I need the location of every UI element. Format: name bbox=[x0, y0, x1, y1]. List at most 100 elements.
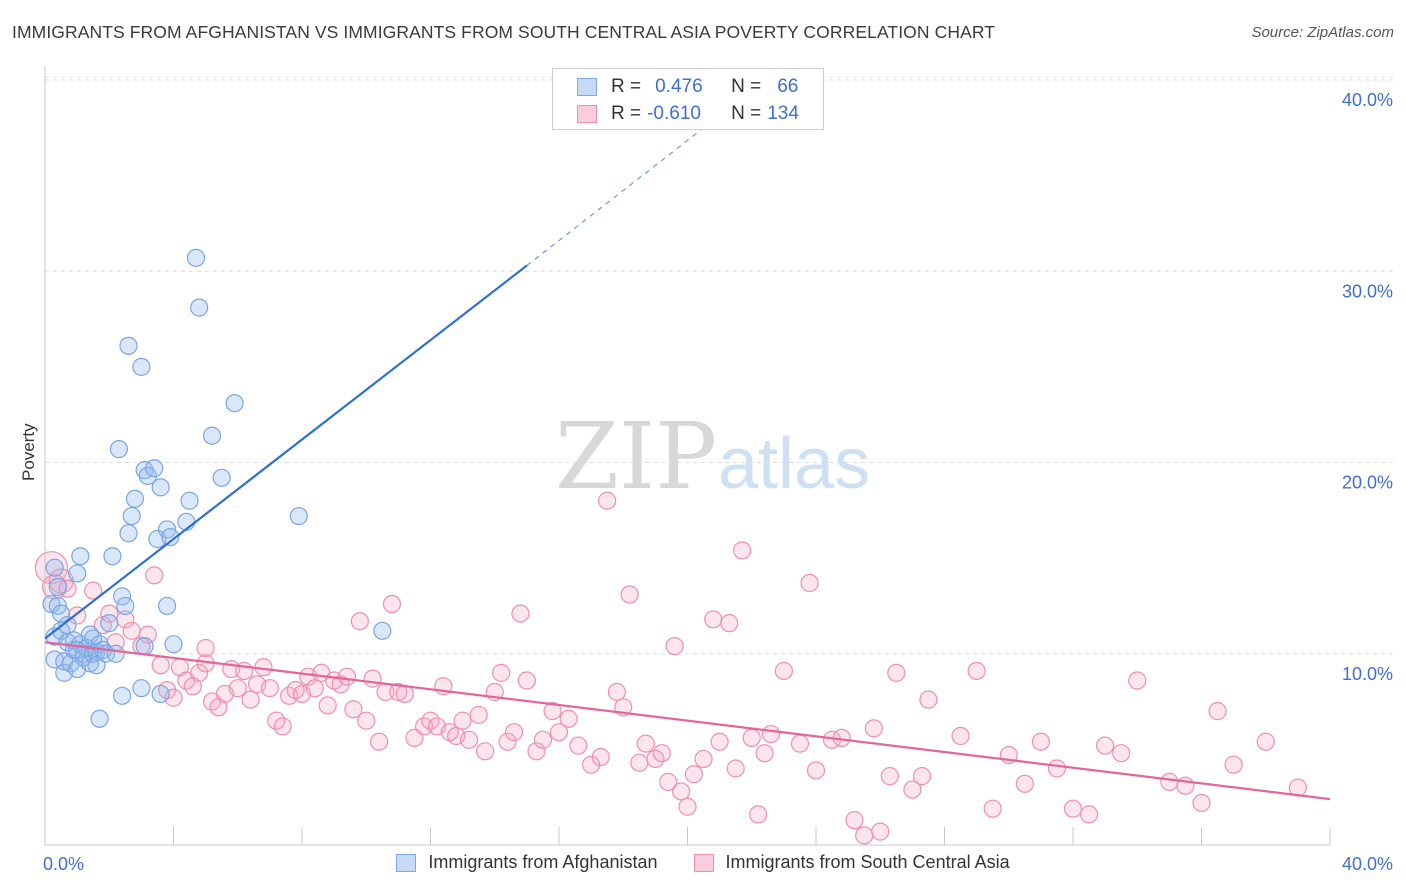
legend-row-afghanistan: R = 0.476 N = 66 bbox=[577, 75, 798, 99]
data-point-south-central-asia bbox=[967, 661, 986, 681]
data-point-afghanistan bbox=[68, 640, 87, 660]
data-point-afghanistan bbox=[116, 596, 135, 616]
data-point-south-central-asia bbox=[1128, 671, 1147, 690]
data-point-south-central-asia bbox=[305, 679, 324, 698]
data-point-south-central-asia bbox=[453, 711, 472, 730]
data-point-south-central-asia bbox=[84, 581, 103, 600]
data-point-south-central-asia bbox=[190, 663, 209, 682]
data-point-afghanistan bbox=[71, 547, 90, 566]
data-point-south-central-asia bbox=[344, 700, 363, 719]
data-point-south-central-asia bbox=[880, 767, 899, 786]
data-point-south-central-asia bbox=[569, 736, 588, 755]
data-point-afghanistan bbox=[51, 604, 71, 623]
data-point-afghanistan bbox=[112, 587, 132, 606]
watermark-atlas: atlas bbox=[718, 424, 870, 504]
data-point-south-central-asia bbox=[151, 656, 170, 675]
legend-swatch-pink bbox=[693, 853, 714, 872]
x-tick-label: 0.0% bbox=[43, 854, 84, 874]
data-point-south-central-asia bbox=[855, 826, 874, 845]
data-point-south-central-asia bbox=[504, 723, 524, 742]
data-point-south-central-asia bbox=[620, 585, 639, 604]
data-point-south-central-asia bbox=[761, 724, 781, 744]
data-point-south-central-asia bbox=[652, 744, 671, 763]
data-point-afghanistan bbox=[202, 426, 222, 445]
trend-line-afghanistan-extension bbox=[526, 102, 737, 266]
data-point-afghanistan bbox=[151, 478, 170, 497]
x-tick-label: 40.0% bbox=[1342, 854, 1393, 874]
data-point-afghanistan bbox=[289, 506, 308, 526]
trend-line-south-central-asia bbox=[44, 641, 1331, 801]
y-axis-label: Poverty bbox=[19, 423, 38, 481]
data-point-afghanistan bbox=[42, 594, 61, 614]
data-point-afghanistan bbox=[68, 564, 87, 583]
data-point-south-central-asia bbox=[145, 566, 164, 585]
legend-item-south-central-asia: Immigrants from South Central Asia bbox=[693, 852, 1010, 873]
data-point-south-central-asia bbox=[903, 780, 922, 799]
data-point-afghanistan bbox=[180, 491, 199, 510]
data-point-afghanistan bbox=[119, 336, 138, 355]
data-point-afghanistan bbox=[135, 636, 154, 656]
data-point-south-central-asia bbox=[363, 669, 382, 688]
data-point-south-central-asia bbox=[260, 679, 279, 698]
data-point-south-central-asia bbox=[755, 744, 774, 763]
data-point-afghanistan bbox=[48, 577, 67, 596]
data-point-south-central-asia bbox=[684, 765, 704, 784]
data-point-afghanistan bbox=[109, 440, 128, 459]
data-point-south-central-asia bbox=[704, 610, 723, 629]
data-point-south-central-asia bbox=[527, 742, 546, 761]
legend-n-label: N = bbox=[731, 103, 762, 124]
data-point-south-central-asia bbox=[665, 636, 684, 656]
data-point-south-central-asia bbox=[694, 749, 713, 769]
tick-labels: 10.0% 20.0% 30.0% 40.0% 0.0% 40.0% bbox=[43, 90, 1393, 874]
data-point-south-central-asia bbox=[630, 753, 649, 772]
data-point-south-central-asia bbox=[678, 797, 697, 816]
data-point-south-central-asia bbox=[370, 732, 389, 751]
data-point-south-central-asia bbox=[887, 663, 906, 682]
legend-r-label: R = bbox=[611, 76, 642, 97]
data-point-afghanistan bbox=[106, 644, 125, 663]
data-point-south-central-asia bbox=[318, 696, 337, 715]
data-point-south-central-asia bbox=[1047, 759, 1067, 778]
data-point-south-central-asia bbox=[196, 638, 215, 658]
data-point-afghanistan bbox=[132, 679, 151, 698]
data-point-south-central-asia bbox=[951, 726, 970, 746]
data-point-afghanistan bbox=[164, 635, 183, 654]
data-point-south-central-asia bbox=[806, 761, 826, 780]
data-point-south-central-asia bbox=[671, 782, 691, 801]
data-point-south-central-asia bbox=[476, 742, 495, 761]
data-point-south-central-asia bbox=[636, 734, 655, 753]
data-point-south-central-asia bbox=[919, 690, 938, 709]
data-point-south-central-asia bbox=[517, 671, 536, 690]
y-tick-label: 20.0% bbox=[1342, 473, 1393, 493]
data-point-afghanistan bbox=[103, 547, 122, 566]
data-point-south-central-asia bbox=[598, 491, 617, 510]
data-point-afghanistan bbox=[125, 489, 145, 508]
legend-r-value: 0.476 bbox=[655, 76, 703, 97]
legend-swatch-blue bbox=[577, 78, 597, 96]
data-point-afghanistan bbox=[145, 459, 164, 478]
data-point-south-central-asia bbox=[1015, 774, 1034, 793]
data-point-south-central-asia bbox=[845, 811, 864, 830]
data-point-south-central-asia bbox=[749, 805, 768, 824]
legend-swatch-blue bbox=[396, 853, 417, 872]
trend-line-afghanistan bbox=[44, 264, 528, 640]
data-point-afghanistan bbox=[190, 298, 209, 317]
legend-label: Immigrants from South Central Asia bbox=[725, 852, 1010, 872]
data-point-south-central-asia bbox=[469, 705, 488, 725]
data-point-south-central-asia bbox=[273, 717, 292, 736]
legend-item-afghanistan: Immigrants from Afghanistan bbox=[396, 852, 658, 873]
data-point-afghanistan bbox=[100, 614, 119, 633]
source-credit: Source: ZipAtlas.com bbox=[1251, 24, 1394, 41]
series-legend: Immigrants from Afghanistan Immigrants f… bbox=[0, 852, 1406, 873]
data-point-south-central-asia bbox=[1063, 799, 1083, 818]
data-point-south-central-asia bbox=[582, 755, 601, 774]
data-point-south-central-asia bbox=[790, 734, 810, 753]
data-point-south-central-asia bbox=[1256, 732, 1275, 751]
data-point-south-central-asia bbox=[871, 822, 890, 841]
data-point-afghanistan bbox=[157, 596, 177, 616]
legend-n-label: N = bbox=[731, 76, 762, 97]
data-point-south-central-asia bbox=[1192, 793, 1211, 813]
series-south-central-asia-points bbox=[34, 491, 1307, 845]
watermark-zip: ZIP bbox=[555, 403, 717, 510]
